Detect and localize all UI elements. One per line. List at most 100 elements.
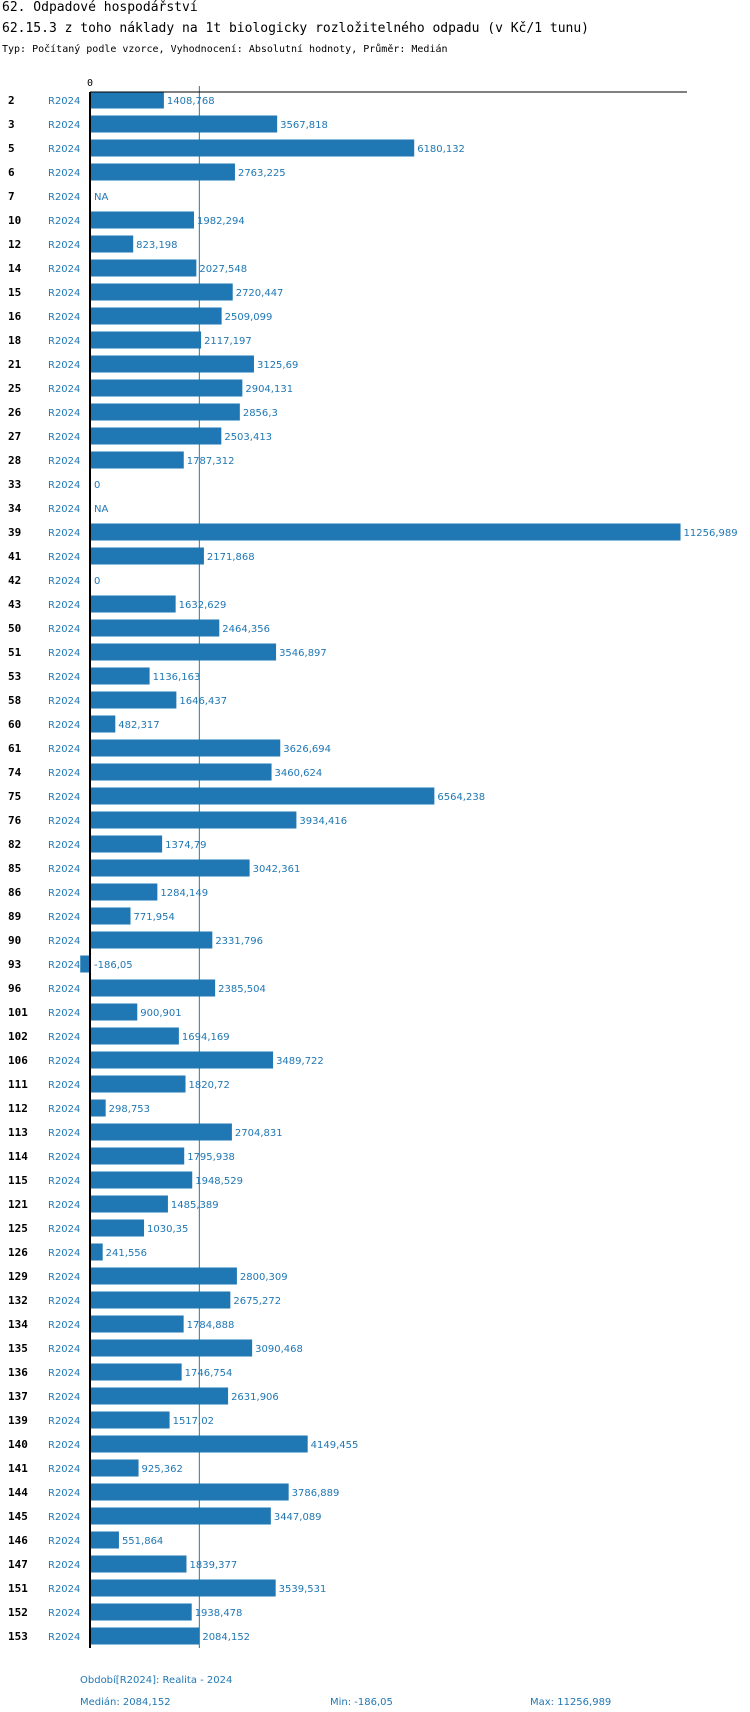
value-label: 925,362 <box>142 1464 183 1475</box>
bar <box>90 1195 168 1213</box>
category-label: 74 <box>8 766 22 779</box>
bar <box>90 331 202 349</box>
category-label: 129 <box>8 1270 28 1283</box>
value-label: 3539,531 <box>279 1584 327 1595</box>
period-label: R2024 <box>48 1056 80 1067</box>
category-label: 39 <box>8 526 21 539</box>
category-label: 125 <box>8 1222 28 1235</box>
period-label: R2024 <box>48 552 80 563</box>
value-label: 3042,361 <box>253 864 301 875</box>
value-label: 3447,089 <box>274 1512 322 1523</box>
category-label: 18 <box>8 334 21 347</box>
category-label: 89 <box>8 910 21 923</box>
category-label: 2 <box>8 94 15 107</box>
value-label: 3546,897 <box>279 648 327 659</box>
category-label: 151 <box>8 1582 28 1595</box>
period-label: R2024 <box>48 1632 80 1643</box>
period-label: R2024 <box>48 1128 80 1139</box>
category-label: 146 <box>8 1534 28 1547</box>
period-label: R2024 <box>48 384 80 395</box>
category-label: 14 <box>8 262 22 275</box>
category-label: 136 <box>8 1366 28 1379</box>
bar <box>90 859 250 877</box>
bar <box>90 1459 139 1477</box>
period-label: R2024 <box>48 624 80 635</box>
value-label: 2027,548 <box>199 264 247 275</box>
bar <box>90 115 278 133</box>
bar <box>90 883 158 901</box>
bar <box>90 1075 186 1093</box>
period-label: R2024 <box>48 504 80 515</box>
value-label: 1839,377 <box>189 1560 237 1571</box>
bar <box>90 835 163 853</box>
period-label: R2024 <box>48 96 80 107</box>
bar <box>90 235 134 253</box>
bar <box>90 1579 276 1597</box>
bar <box>90 931 213 949</box>
period-label: R2024 <box>48 672 80 683</box>
period-label: R2024 <box>48 288 80 299</box>
category-label: 41 <box>8 550 22 563</box>
period-label: R2024 <box>48 816 80 827</box>
category-label: 115 <box>8 1174 28 1187</box>
category-label: 51 <box>8 646 22 659</box>
bar <box>90 139 415 157</box>
category-label: 134 <box>8 1318 28 1331</box>
period-label: R2024 <box>48 1008 80 1019</box>
period-label: R2024 <box>48 528 80 539</box>
category-label: 141 <box>8 1462 28 1475</box>
value-label: NA <box>94 192 108 203</box>
value-label: 1517,02 <box>173 1416 214 1427</box>
value-label: 1632,629 <box>179 600 227 611</box>
category-label: 7 <box>8 190 15 203</box>
period-label: R2024 <box>48 720 80 731</box>
category-label: 6 <box>8 166 15 179</box>
period-label: R2024 <box>48 456 80 467</box>
value-label: 3934,416 <box>299 816 347 827</box>
bar <box>90 1411 170 1429</box>
period-label: R2024 <box>48 408 80 419</box>
value-label: 1646,437 <box>179 696 227 707</box>
period-label: R2024 <box>48 240 80 251</box>
period-label: R2024 <box>48 312 80 323</box>
category-label: 113 <box>8 1126 28 1139</box>
period-label: R2024 <box>48 1392 80 1403</box>
bar <box>90 1291 231 1309</box>
period-label: R2024 <box>48 192 80 203</box>
value-label: 2464,356 <box>222 624 270 635</box>
bar <box>90 1435 308 1453</box>
page-title: 62. Odpadové hospodářství <box>2 0 198 15</box>
value-label: 6564,238 <box>437 792 485 803</box>
period-label: R2024 <box>48 648 80 659</box>
value-label: 771,954 <box>133 912 174 923</box>
category-label: 76 <box>8 814 22 827</box>
value-label: 1948,529 <box>195 1176 243 1187</box>
bar <box>90 667 150 685</box>
category-label: 28 <box>8 454 21 467</box>
value-label: 11256,989 <box>684 528 738 539</box>
category-label: 75 <box>8 790 21 803</box>
bar <box>90 763 272 781</box>
period-label: R2024 <box>48 1296 80 1307</box>
value-label: NA <box>94 504 108 515</box>
category-label: 96 <box>8 982 22 995</box>
value-label: 2856,3 <box>243 408 278 419</box>
period-label: R2024 <box>48 864 80 875</box>
category-label: 135 <box>8 1342 28 1355</box>
category-label: 16 <box>8 310 22 323</box>
period-label: R2024 <box>48 1344 80 1355</box>
category-label: 86 <box>8 886 22 899</box>
period-label: R2024 <box>48 912 80 923</box>
period-label: R2024 <box>48 1080 80 1091</box>
bar <box>90 1123 232 1141</box>
category-label: 33 <box>8 478 21 491</box>
value-label: 900,901 <box>140 1008 181 1019</box>
category-label: 93 <box>8 958 21 971</box>
bar <box>90 643 277 661</box>
category-label: 21 <box>8 358 22 371</box>
footer-min: Min: -186,05 <box>330 1697 393 1708</box>
bar <box>90 307 222 325</box>
period-label: R2024 <box>48 168 80 179</box>
value-label: 3090,468 <box>255 1344 303 1355</box>
category-label: 43 <box>8 598 21 611</box>
